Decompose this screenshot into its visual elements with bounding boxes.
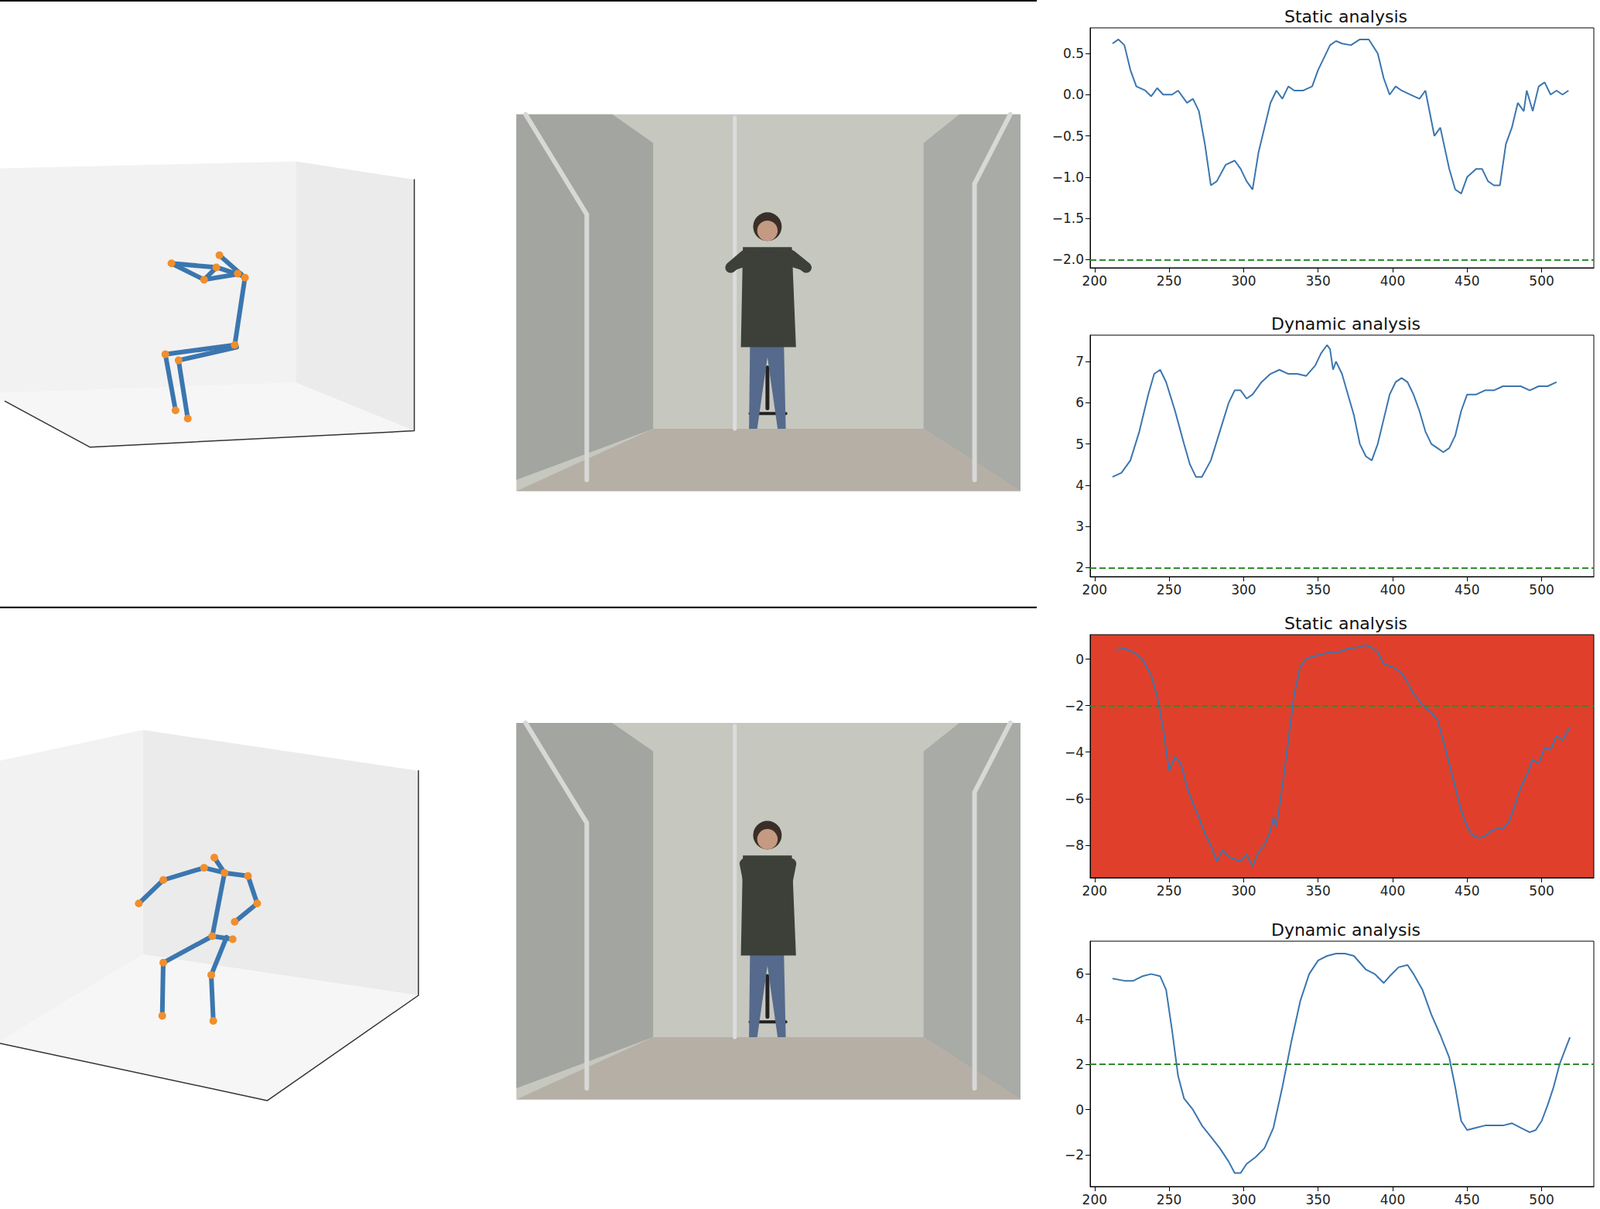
svg-text:−1.0: −1.0 [1052, 169, 1084, 185]
svg-text:350: 350 [1305, 882, 1330, 899]
svg-text:−8: −8 [1064, 837, 1084, 853]
svg-text:−2: −2 [1064, 1146, 1084, 1163]
svg-text:250: 250 [1156, 882, 1182, 899]
svg-text:0: 0 [1075, 1101, 1084, 1118]
svg-text:350: 350 [1305, 273, 1330, 289]
svg-text:Static analysis: Static analysis [1284, 613, 1408, 633]
svg-text:7: 7 [1075, 353, 1084, 370]
svg-text:300: 300 [1230, 882, 1256, 899]
svg-text:6: 6 [1075, 394, 1084, 411]
svg-text:250: 250 [1156, 273, 1182, 289]
svg-text:200: 200 [1082, 273, 1108, 289]
svg-text:−6: −6 [1064, 790, 1084, 807]
svg-text:500: 500 [1528, 882, 1554, 899]
svg-text:4: 4 [1075, 477, 1084, 493]
svg-text:450: 450 [1454, 581, 1480, 598]
svg-text:2: 2 [1075, 559, 1084, 575]
svg-text:−0.5: −0.5 [1052, 128, 1084, 144]
svg-text:Static analysis: Static analysis [1284, 6, 1408, 27]
svg-text:200: 200 [1082, 882, 1108, 899]
svg-text:2: 2 [1075, 1056, 1084, 1072]
svg-text:−2: −2 [1064, 697, 1084, 714]
svg-text:300: 300 [1230, 581, 1256, 598]
svg-text:5: 5 [1075, 436, 1084, 452]
svg-text:Dynamic analysis: Dynamic analysis [1271, 314, 1421, 334]
svg-text:300: 300 [1230, 273, 1256, 289]
svg-text:500: 500 [1528, 273, 1554, 289]
svg-text:350: 350 [1305, 1191, 1330, 1207]
svg-text:4: 4 [1075, 1011, 1084, 1027]
svg-text:−2.0: −2.0 [1052, 251, 1084, 267]
svg-text:500: 500 [1528, 1191, 1554, 1207]
svg-text:450: 450 [1454, 882, 1480, 899]
svg-text:400: 400 [1380, 1191, 1406, 1207]
svg-text:250: 250 [1156, 581, 1182, 598]
svg-text:3: 3 [1075, 518, 1084, 534]
svg-text:200: 200 [1082, 581, 1108, 598]
svg-text:400: 400 [1380, 882, 1406, 899]
svg-text:0.5: 0.5 [1063, 45, 1084, 62]
svg-text:250: 250 [1156, 1191, 1182, 1207]
svg-text:0.0: 0.0 [1063, 86, 1084, 103]
svg-text:400: 400 [1380, 273, 1406, 289]
svg-text:500: 500 [1528, 581, 1554, 598]
svg-text:400: 400 [1380, 581, 1406, 598]
svg-text:350: 350 [1305, 581, 1330, 598]
svg-text:450: 450 [1454, 1191, 1480, 1207]
svg-text:450: 450 [1454, 273, 1480, 289]
svg-text:200: 200 [1082, 1191, 1108, 1207]
svg-text:−1.5: −1.5 [1052, 210, 1084, 226]
svg-text:6: 6 [1075, 965, 1084, 982]
svg-text:300: 300 [1230, 1191, 1256, 1207]
svg-text:0: 0 [1075, 651, 1084, 667]
svg-text:Dynamic analysis: Dynamic analysis [1271, 919, 1421, 940]
svg-text:−4: −4 [1064, 744, 1084, 760]
